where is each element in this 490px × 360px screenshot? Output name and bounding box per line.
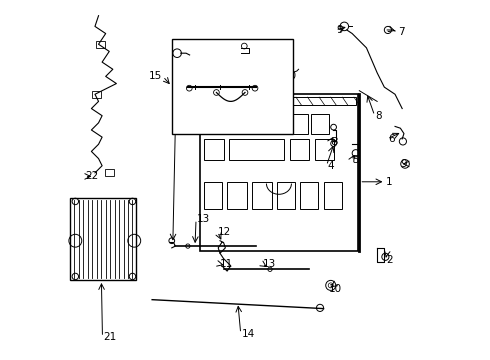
Text: 12: 12	[218, 227, 231, 237]
Bar	[105, 169, 114, 176]
Bar	[225, 114, 243, 134]
Text: 5: 5	[352, 156, 359, 165]
Bar	[252, 182, 272, 208]
Text: 7: 7	[398, 27, 405, 37]
Bar	[201, 97, 356, 105]
Text: 16: 16	[195, 96, 208, 107]
Text: 9: 9	[400, 159, 407, 169]
Text: 15: 15	[149, 71, 162, 81]
Text: 19: 19	[234, 93, 247, 103]
Text: 13: 13	[197, 214, 210, 224]
Text: 22: 22	[85, 171, 98, 181]
Bar	[96, 41, 105, 48]
Bar	[93, 91, 101, 98]
Text: 20: 20	[281, 82, 294, 92]
Text: 2: 2	[386, 255, 392, 265]
Text: 11: 11	[220, 259, 233, 269]
Text: 6: 6	[388, 134, 394, 144]
Bar	[247, 114, 266, 134]
Text: 4: 4	[327, 161, 334, 171]
Text: 3: 3	[331, 138, 337, 148]
Bar	[172, 39, 293, 134]
Bar	[311, 114, 329, 134]
Text: 21: 21	[103, 332, 117, 342]
Bar	[204, 182, 222, 208]
Bar	[227, 182, 247, 208]
Bar	[204, 114, 222, 134]
Bar	[315, 139, 334, 160]
Text: 10: 10	[284, 71, 297, 81]
Bar	[229, 139, 284, 160]
Text: 17: 17	[184, 50, 197, 60]
Text: 1: 1	[386, 177, 392, 187]
Bar	[323, 182, 342, 208]
Bar	[269, 114, 287, 134]
Text: 9: 9	[336, 25, 343, 35]
Text: 8: 8	[375, 111, 382, 121]
Text: 10: 10	[329, 284, 342, 294]
Bar	[290, 114, 308, 134]
Text: 13: 13	[263, 259, 276, 269]
Bar	[290, 139, 309, 160]
Bar	[204, 139, 223, 160]
Bar	[300, 182, 318, 208]
Text: 18: 18	[256, 43, 269, 53]
Text: 14: 14	[242, 329, 255, 339]
Bar	[277, 182, 295, 208]
